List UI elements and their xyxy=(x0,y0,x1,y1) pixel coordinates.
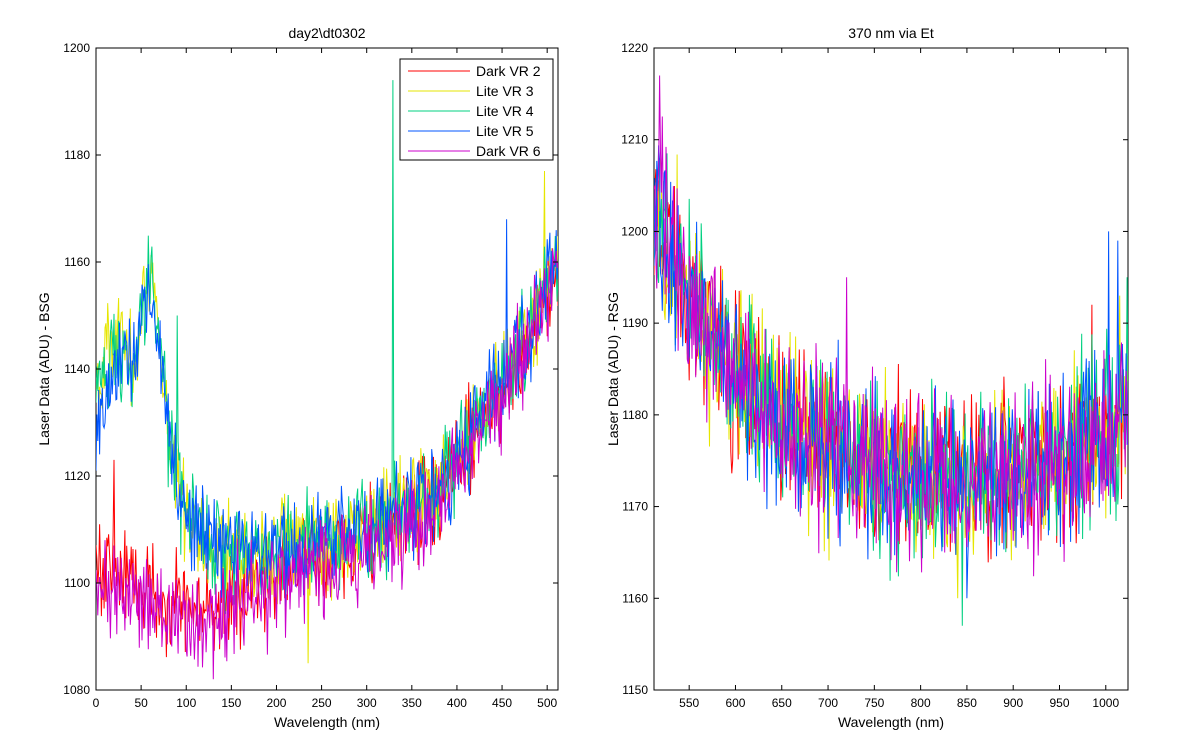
y-tick-label: 1180 xyxy=(64,148,90,162)
y-tick-label: 1180 xyxy=(622,408,648,422)
y-tick-label: 1100 xyxy=(64,576,90,590)
y-tick-label: 1150 xyxy=(622,683,648,697)
x-tick-label: 900 xyxy=(1003,696,1023,710)
x-tick-label: 800 xyxy=(911,696,931,710)
legend: Dark VR 2 Lite VR 3 Lite VR 4 Lite VR 5 Dark… xyxy=(399,58,554,161)
legend-entry-label: Dark VR 2 xyxy=(476,63,541,79)
series-line-dark-vr-6 xyxy=(96,248,558,680)
chart-left: 0 50 100 150 200 250 300 350 400 450 500 1080 1100 11… xyxy=(36,25,559,730)
x-tick-label: 250 xyxy=(312,696,332,710)
chart-title-left: day2\dt0302 xyxy=(288,25,365,41)
legend-entry-label: Lite VR 3 xyxy=(476,83,534,99)
x-tick-label: 1000 xyxy=(1092,696,1119,710)
x-axis-label-right: Wavelength (nm) xyxy=(838,714,944,730)
x-tick-label: 600 xyxy=(725,696,745,710)
y-axis-label-right: Laser Data (ADU) - RSG xyxy=(605,292,621,446)
x-tick-label: 500 xyxy=(537,696,557,710)
x-tick-label: 300 xyxy=(357,696,377,710)
y-tick-label: 1120 xyxy=(64,469,90,483)
x-tick-label: 750 xyxy=(864,696,884,710)
legend-box xyxy=(399,58,554,161)
y-tick-label: 1160 xyxy=(64,255,90,269)
x-tick-label: 650 xyxy=(772,696,792,710)
y-tick-label: 1220 xyxy=(621,41,648,55)
x-tick-label: 450 xyxy=(492,696,512,710)
chart-right: 550 600 650 700 750 800 850 900 950 1000 1150 1160 1… xyxy=(605,25,1129,730)
y-tick-label: 1140 xyxy=(64,362,90,376)
series-line-lite-vr-5 xyxy=(96,219,558,607)
ticks-left: 0 50 100 150 200 250 300 350 400 450 500 1080 1100 11… xyxy=(63,41,558,710)
x-tick-label: 100 xyxy=(176,696,196,710)
x-tick-label: 350 xyxy=(402,696,422,710)
series-group-left xyxy=(96,80,558,680)
x-tick-label: 550 xyxy=(679,696,699,710)
x-tick-label: 950 xyxy=(1049,696,1069,710)
y-tick-label: 1200 xyxy=(63,41,90,55)
series-group-right xyxy=(654,75,1128,626)
y-tick-label: 1080 xyxy=(63,683,90,697)
y-axis-label-left: Laser Data (ADU) - BSG xyxy=(36,292,52,445)
y-tick-label: 1190 xyxy=(622,316,648,330)
legend-entry-label: Lite VR 4 xyxy=(476,103,534,119)
x-tick-label: 400 xyxy=(447,696,467,710)
x-tick-label: 700 xyxy=(818,696,838,710)
x-tick-label: 850 xyxy=(957,696,977,710)
y-tick-label: 1170 xyxy=(622,500,648,514)
y-tick-label: 1200 xyxy=(621,224,648,238)
x-tick-label: 150 xyxy=(221,696,241,710)
y-tick-label: 1160 xyxy=(622,591,648,605)
series-line-right-5 xyxy=(654,75,1128,577)
x-axis-label-left: Wavelength (nm) xyxy=(274,714,380,730)
x-tick-label: 200 xyxy=(266,696,286,710)
ticks-right: 550 600 650 700 750 800 850 900 950 1000 1150 1160 1… xyxy=(621,41,1128,710)
legend-entry-label: Lite VR 5 xyxy=(476,123,534,139)
y-tick-label: 1210 xyxy=(621,133,648,147)
x-tick-label: 0 xyxy=(93,696,100,710)
legend-entry-label: Dark VR 6 xyxy=(476,143,541,159)
chart-title-right: 370 nm via Et xyxy=(848,25,934,41)
x-tick-label: 50 xyxy=(134,696,148,710)
